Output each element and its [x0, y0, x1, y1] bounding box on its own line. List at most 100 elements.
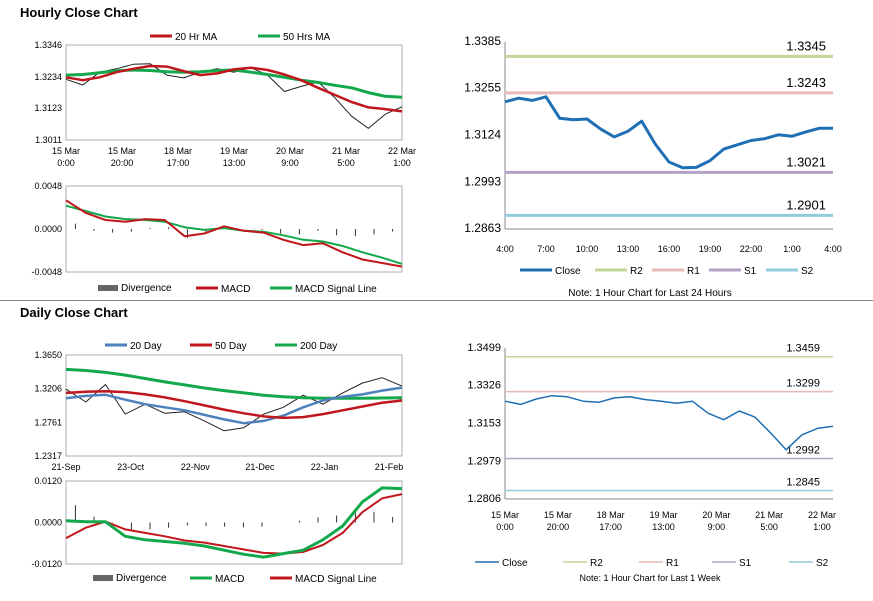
section-divider [0, 300, 873, 301]
daily-week-x-tick: 21 Mar [755, 510, 783, 520]
hourly-price-y-tick: 1.3123 [34, 103, 62, 113]
daily-week-x-tick: 22 Mar [808, 510, 836, 520]
hourly-24h-x-tick: 4:00 [496, 244, 514, 254]
hourly-price-x-tick: 21 Mar [332, 146, 360, 156]
hourly-24h-x-tick: 13:00 [617, 244, 640, 254]
daily-week-y-tick: 1.3153 [467, 417, 501, 429]
daily-week-x-tick: 1:00 [813, 522, 831, 532]
daily-price-y-tick: 1.2761 [34, 417, 62, 427]
daily-section-title: Daily Close Chart [20, 305, 128, 320]
daily-price-legend-20day: 20 Day [130, 341, 162, 352]
daily-price-x-tick: 21-Sep [51, 462, 80, 472]
daily-macd-signal-line [65, 493, 403, 555]
daily-macd-legend-divergence: Divergence [116, 573, 167, 584]
hourly-section-title: Hourly Close Chart [20, 5, 138, 20]
hourly-price-x-tick: 17:00 [167, 158, 190, 168]
daily-week-x-tick: 20 Mar [702, 510, 730, 520]
hourly-24h-x-tick: 19:00 [699, 244, 722, 254]
hourly-24h-x-tick: 7:00 [537, 244, 555, 254]
hourly-price-x-tick: 1:00 [393, 158, 411, 168]
hourly-24h-note: Note: 1 Hour Chart for Last 24 Hours [568, 288, 731, 299]
hourly-24h-x-tick: 16:00 [658, 244, 681, 254]
daily-macd-frame [65, 480, 403, 565]
daily-week-y-tick: 1.3326 [467, 380, 501, 392]
daily-macd-legend-divergence-swatch [93, 575, 113, 581]
daily-macd-line [65, 486, 403, 559]
hourly-macd-line [65, 199, 403, 268]
hourly-24h-x-tick: 4:00 [824, 244, 842, 254]
hourly-macd-frame [65, 185, 403, 273]
hourly-price-x-tick: 15 Mar [52, 146, 80, 156]
hourly-price-close-line [65, 63, 403, 129]
hourly-macd-y-tick: 0.0048 [34, 181, 62, 191]
daily-price-x-tick: 22-Jan [311, 462, 339, 472]
hourly-24h-legend-close: Close [555, 266, 581, 277]
hourly-24h-x-tick: 10:00 [576, 244, 599, 254]
hourly-24h-legend-r2: R2 [630, 266, 643, 277]
hourly-price-20ma-line [65, 64, 403, 113]
daily-price-x-tick: 21-Feb [375, 462, 404, 472]
daily-macd-y-tick: 0.0000 [34, 518, 62, 528]
hourly-price-x-tick: 13:00 [223, 158, 246, 168]
daily-price-y-tick: 1.2317 [34, 451, 62, 461]
daily-week-x-tick: 20:00 [547, 522, 570, 532]
hourly-price-legend-50ma: 50 Hrs MA [283, 32, 331, 43]
hourly-price-x-tick: 20 Mar [276, 146, 304, 156]
daily-week-level-label: 1.2845 [786, 477, 820, 489]
daily-week-legend-r1: R1 [666, 558, 679, 569]
daily-week-x-tick: 9:00 [708, 522, 726, 532]
daily-week-note: Note: 1 Hour Chart for Last 1 Week [580, 573, 721, 583]
hourly-price-x-tick: 22 Mar [388, 146, 416, 156]
daily-price-legend-50day: 50 Day [215, 341, 247, 352]
daily-week-y-tick: 1.3499 [467, 342, 501, 354]
hourly-price-x-tick: 0:00 [57, 158, 75, 168]
hourly-macd-y-tick: -0.0048 [31, 267, 62, 277]
hourly-price-x-tick: 18 Mar [164, 146, 192, 156]
hourly-24h-level-label: 1.2901 [786, 197, 826, 212]
daily-week-legend-r2: R2 [590, 558, 603, 569]
hourly-price-legend-20ma: 20 Hr MA [175, 32, 218, 43]
hourly-macd-legend-macd: MACD [221, 284, 250, 295]
daily-week-close-line [504, 394, 834, 451]
hourly-24h-level-label: 1.3345 [786, 38, 826, 53]
hourly-24h-y-tick: 1.2993 [464, 174, 501, 188]
hourly-24h-level-label: 1.3021 [786, 154, 826, 169]
hourly-price-y-tick: 1.3011 [35, 135, 62, 145]
hourly-macd-legend-divergence: Divergence [121, 283, 172, 294]
hourly-24h-legend-s1: S1 [744, 266, 757, 277]
hourly-macd-y-tick: 0.0000 [34, 224, 62, 234]
hourly-price-x-tick: 15 Mar [108, 146, 136, 156]
hourly-24h-close-line [504, 95, 833, 170]
daily-week-x-tick: 15 Mar [544, 510, 572, 520]
daily-price-x-tick: 23-Oct [117, 462, 145, 472]
daily-week-x-tick: 15 Mar [491, 510, 519, 520]
daily-price-legend-200day: 200 Day [300, 341, 337, 352]
hourly-macd-legend-divergence-swatch [98, 285, 118, 291]
hourly-24h-level-label: 1.3243 [786, 75, 826, 90]
daily-macd-legend-signal: MACD Signal Line [295, 574, 377, 585]
hourly-24h-y-tick: 1.3124 [464, 128, 501, 142]
hourly-24h-y-tick: 1.2863 [464, 221, 501, 235]
daily-macd-legend-macd: MACD [215, 574, 244, 585]
daily-price-x-tick: 21-Dec [245, 462, 275, 472]
hourly-24h-y-tick: 1.3385 [464, 34, 501, 48]
daily-week-legend-close: Close [502, 558, 528, 569]
hourly-24h-legend-s2: S2 [801, 266, 814, 277]
hourly-24h-legend-r1: R1 [687, 266, 700, 277]
hourly-24h-x-tick: 22:00 [740, 244, 763, 254]
hourly-24h-x-tick: 1:00 [783, 244, 801, 254]
daily-price-50day-line [65, 389, 403, 420]
hourly-price-x-tick: 9:00 [281, 158, 299, 168]
hourly-macd-legend-signal: MACD Signal Line [295, 284, 377, 295]
hourly-24h-y-tick: 1.3255 [464, 81, 501, 95]
daily-week-x-tick: 5:00 [760, 522, 778, 532]
daily-macd-y-tick: -0.0120 [31, 559, 62, 569]
daily-week-legend-s2: S2 [816, 558, 829, 569]
hourly-price-50ma-line [65, 68, 403, 99]
daily-week-x-tick: 19 Mar [649, 510, 677, 520]
daily-week-y-tick: 1.2979 [467, 455, 501, 467]
hourly-price-y-tick: 1.3234 [34, 72, 62, 82]
daily-price-200day-line [65, 367, 403, 400]
daily-price-y-tick: 1.3650 [34, 350, 62, 360]
